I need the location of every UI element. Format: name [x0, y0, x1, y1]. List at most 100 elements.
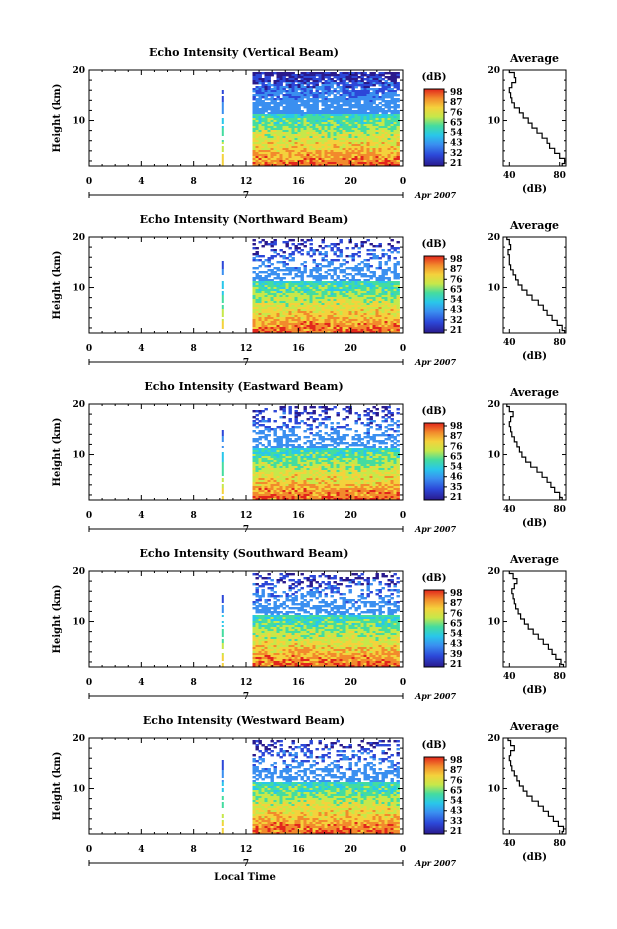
heatmap-cell: [291, 90, 295, 93]
heatmap-cell: [360, 291, 364, 294]
heatmap-cell: [312, 277, 316, 280]
heatmap-cell: [300, 156, 304, 159]
heatmap-cell: [252, 164, 256, 167]
heatmap-cell: [342, 329, 346, 332]
heatmap-cell: [252, 76, 256, 79]
heatmap-cell: [324, 271, 328, 274]
heatmap-cell: [357, 325, 361, 328]
heatmap-cell: [315, 434, 319, 437]
heatmap-cell: [306, 446, 310, 449]
heatmap-cell: [318, 323, 322, 326]
heatmap-cell: [312, 468, 316, 471]
heatmap-cell: [321, 325, 325, 328]
heatmap-cell: [270, 313, 274, 316]
heatmap-cell: [288, 492, 292, 495]
heatmap-cell: [321, 124, 325, 127]
heatmap-cell: [357, 108, 361, 111]
heatmap-cell: [252, 98, 256, 101]
heatmap-cell: [375, 315, 379, 318]
heatmap-cell: [279, 472, 283, 475]
heatmap-cell: [363, 293, 367, 296]
heatmap-cell: [273, 108, 277, 111]
heatmap-cell: [312, 283, 316, 286]
heatmap-cell: [255, 291, 259, 294]
heatmap-cell: [312, 162, 316, 165]
heatmap-cell: [267, 307, 271, 310]
heatmap-cell: [294, 92, 298, 95]
panel-1: Echo Intensity (Vertical Beam)1020Height…: [52, 46, 567, 201]
heatmap-cell: [345, 110, 349, 113]
heatmap-cell: [348, 136, 352, 139]
heatmap-cell: [261, 82, 265, 85]
heatmap-cell: [366, 263, 370, 266]
heatmap-cell: [264, 307, 268, 310]
heatmap-cell: [309, 416, 313, 419]
heatmap-cell: [336, 283, 340, 286]
heatmap-cell: [303, 303, 307, 306]
heatmap-cell: [252, 420, 256, 423]
heatmap-cell: [342, 74, 346, 77]
heatmap-cell: [258, 432, 262, 435]
heatmap-cell: [294, 152, 298, 155]
heatmap-cell: [378, 120, 382, 123]
heatmap-cell: [285, 267, 289, 270]
heatmap-cell: [309, 293, 313, 296]
heatmap-cell: [297, 496, 301, 499]
x-tick-label: 12: [240, 177, 253, 187]
heatmap-cell: [315, 136, 319, 139]
heatmap-cell: [273, 100, 277, 103]
heatmap-cell: [378, 325, 382, 328]
heatmap-cell: [309, 285, 313, 288]
heatmap-cell: [330, 285, 334, 288]
heatmap-cell: [333, 162, 337, 165]
heatmap-cell: [357, 291, 361, 294]
heatmap-cell: [282, 416, 286, 419]
heatmap-cell: [390, 321, 394, 324]
heatmap-cell: [360, 164, 364, 167]
heatmap-cell: [282, 317, 286, 320]
heatmap-cell: [327, 104, 331, 107]
heatmap-cell: [294, 474, 298, 477]
heatmap-cell: [336, 299, 340, 302]
heatmap-cell: [267, 146, 271, 149]
heatmap-cell: [261, 160, 265, 163]
heatmap-cell: [336, 122, 340, 125]
heatmap-cell: [258, 319, 262, 322]
heatmap-cell: [390, 146, 394, 149]
heatmap-cell: [381, 138, 385, 141]
heatmap-cell: [342, 128, 346, 131]
heatmap-cell: [309, 297, 313, 300]
heatmap-cell: [357, 321, 361, 324]
heatmap-cell: [285, 295, 289, 298]
heatmap-cell: [378, 74, 382, 77]
heatmap-cell: [354, 96, 358, 99]
heatmap-cell: [285, 126, 289, 129]
heatmap-cell: [288, 112, 292, 115]
heatmap-cell: [252, 140, 256, 143]
heatmap-cell: [306, 92, 310, 95]
heatmap-cell: [288, 468, 292, 471]
heatmap-cell: [300, 273, 304, 276]
heatmap-cell: [354, 152, 358, 155]
heatmap-cell: [279, 317, 283, 320]
heatmap-cell: [381, 273, 385, 276]
heatmap-cell: [279, 112, 283, 115]
heatmap-cell: [288, 259, 292, 262]
heatmap-cell: [366, 249, 370, 252]
heatmap-cell: [300, 291, 304, 294]
heatmap-cell: [354, 90, 358, 93]
heatmap-cell: [387, 138, 391, 141]
heatmap-cell: [366, 327, 370, 330]
heatmap-cell: [324, 313, 328, 316]
heatmap-cell: [324, 116, 328, 119]
heatmap-cell: [357, 299, 361, 302]
heatmap-cell: [393, 331, 397, 334]
heatmap-cell: [282, 263, 286, 266]
heatmap-cell: [282, 265, 286, 268]
heatmap-cell: [366, 114, 370, 117]
heatmap-cell: [390, 158, 394, 161]
heatmap-cell: [267, 243, 271, 246]
heatmap-cell: [354, 307, 358, 310]
heatmap-cell: [342, 327, 346, 330]
heatmap-cell: [336, 156, 340, 159]
